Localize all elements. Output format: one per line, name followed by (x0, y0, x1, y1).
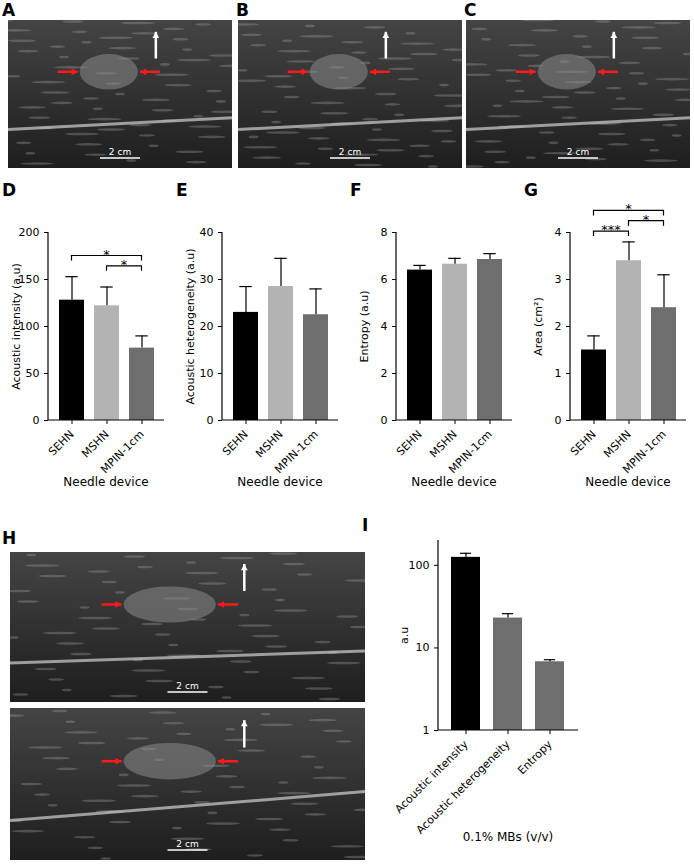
svg-text:Area (cm²): Area (cm²) (532, 297, 545, 356)
svg-text:4: 4 (555, 226, 562, 239)
html-text:E: E (176, 180, 188, 200)
svg-text:SEHN: SEHN (220, 428, 251, 459)
svg-text:8: 8 (381, 226, 388, 239)
html-text:Needle device: Needle device (63, 475, 149, 489)
html-text:Needle device: Needle device (237, 475, 323, 489)
svg-text:*: * (121, 257, 128, 272)
svg-text:Acoustic heterogeneity (a.u): Acoustic heterogeneity (a.u) (184, 248, 197, 404)
svg-text:MSHN: MSHN (601, 428, 634, 461)
svg-text:2: 2 (555, 320, 562, 333)
html-text:Needle device: Needle device (411, 475, 497, 489)
svg-text:100: 100 (18, 320, 40, 333)
svg-text:MPIN-1cm: MPIN-1cm (98, 428, 146, 476)
svg-text:6: 6 (381, 273, 388, 286)
svg-text:0: 0 (207, 414, 214, 427)
html-text:G: G (524, 180, 538, 200)
svg-text:4: 4 (381, 320, 388, 333)
svg-text:30: 30 (200, 273, 214, 286)
svg-text:150: 150 (18, 273, 40, 286)
svg-text:MSHN: MSHN (253, 428, 286, 461)
svg-text:100: 100 (409, 559, 430, 572)
svg-text:*: * (625, 201, 632, 216)
svg-text:2 cm: 2 cm (109, 147, 131, 157)
svg-text:SEHN: SEHN (46, 428, 77, 459)
html-text:H: H (2, 528, 17, 548)
svg-text:Acoustic intensity (a.u): Acoustic intensity (a.u) (10, 263, 23, 390)
svg-text:10: 10 (416, 641, 430, 654)
html-text:F: F (350, 180, 362, 200)
svg-text:MSHN: MSHN (79, 428, 112, 461)
svg-text:SEHN: SEHN (394, 428, 425, 459)
svg-text:0: 0 (381, 414, 388, 427)
html-text:Needle device: Needle device (585, 475, 671, 489)
svg-text:40: 40 (200, 226, 214, 239)
svg-text:MPIN-1cm: MPIN-1cm (620, 428, 668, 476)
svg-text:0: 0 (555, 414, 562, 427)
svg-text:*: * (103, 247, 110, 262)
html-text:A: A (2, 0, 16, 20)
svg-text:MPIN-1cm: MPIN-1cm (446, 428, 494, 476)
html-text:B: B (236, 0, 249, 20)
html-text:D: D (2, 180, 17, 200)
svg-text:2 cm: 2 cm (567, 147, 589, 157)
svg-text:1: 1 (423, 724, 430, 737)
svg-text:2 cm: 2 cm (176, 681, 198, 691)
svg-text:200: 200 (19, 226, 40, 239)
html-text:C: C (464, 0, 477, 20)
svg-text:1: 1 (555, 367, 562, 380)
svg-text:50: 50 (26, 367, 40, 380)
svg-text:SEHN: SEHN (568, 428, 599, 459)
svg-text:2 cm: 2 cm (176, 839, 198, 849)
svg-text:20: 20 (200, 320, 214, 333)
svg-text:*: * (643, 212, 650, 227)
html-text:0.1% MBs (v/v): 0.1% MBs (v/v) (462, 830, 554, 844)
svg-text:a.u: a.u (398, 627, 411, 644)
svg-text:Entropy: Entropy (515, 737, 555, 777)
svg-text:0: 0 (33, 414, 40, 427)
svg-text:Entropy (a.u): Entropy (a.u) (358, 290, 371, 362)
svg-text:MPIN-1cm: MPIN-1cm (272, 428, 320, 476)
svg-text:10: 10 (200, 367, 214, 380)
svg-text:***: *** (601, 222, 621, 237)
svg-text:MSHN: MSHN (427, 428, 460, 461)
svg-text:Acoustic intensity: Acoustic intensity (393, 737, 471, 815)
html-text:I: I (362, 515, 369, 535)
svg-text:3: 3 (555, 273, 562, 286)
svg-text:2: 2 (381, 367, 388, 380)
svg-text:Acoustic heterogeneity: Acoustic heterogeneity (414, 737, 513, 836)
svg-text:2 cm: 2 cm (339, 147, 361, 157)
